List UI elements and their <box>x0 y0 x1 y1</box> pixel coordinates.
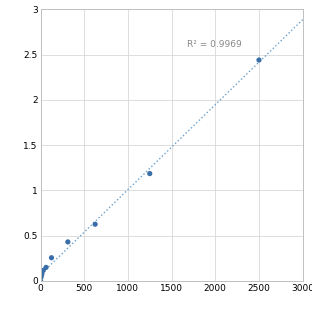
Point <box>66 239 71 244</box>
Point <box>93 222 98 227</box>
Point <box>39 274 44 279</box>
Point <box>43 265 49 270</box>
Point <box>256 57 261 62</box>
Point <box>147 171 152 176</box>
Text: R² = 0.9969: R² = 0.9969 <box>187 40 242 49</box>
Point <box>38 278 43 283</box>
Point <box>39 271 44 276</box>
Point <box>41 268 46 273</box>
Point <box>49 255 54 260</box>
